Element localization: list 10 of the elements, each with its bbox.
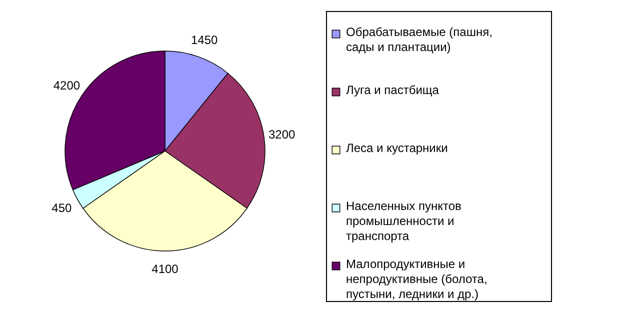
legend-label: Малопродуктивные и непродуктивные (болота, пустыни, ледники и др.)	[346, 257, 488, 301]
data-label: 450	[52, 200, 72, 215]
data-label: 3200	[268, 127, 296, 142]
legend-label: Леса и кустарники	[346, 141, 448, 155]
legend-label: Населенных пунктов промышленности и транспорта	[346, 199, 462, 243]
data-label: 4100	[152, 262, 179, 276]
data-label: 4200	[53, 78, 80, 93]
data-label: 1450	[190, 32, 218, 47]
legend-label: Луга и пастбища	[346, 83, 440, 97]
legend-label: Обрабатываемые (пашня, сады и плантации)	[346, 25, 492, 54]
